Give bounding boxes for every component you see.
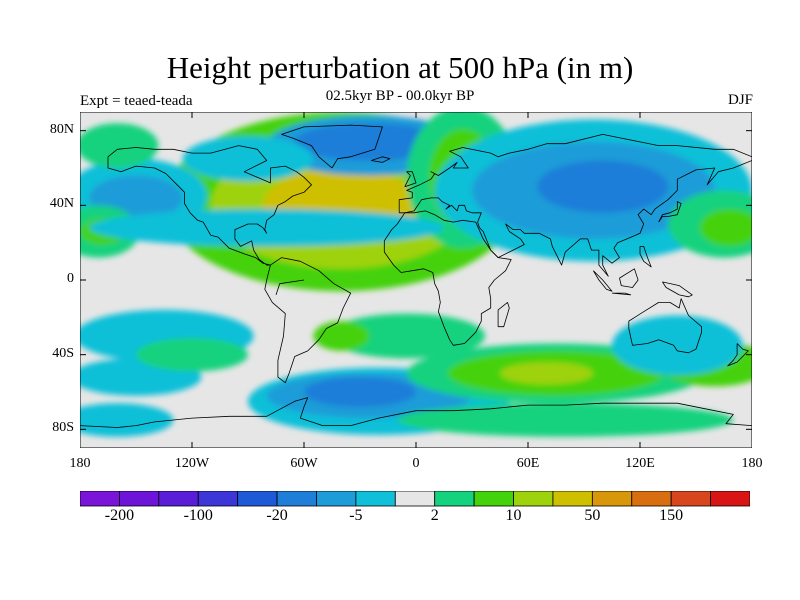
- anomaly-contour-region: [80, 123, 159, 168]
- coastline: [497, 301, 510, 328]
- lon-tick-label: 60E: [516, 456, 540, 471]
- colorbar-label: 50: [584, 507, 601, 524]
- plot-title: Height perturbation at 500 hPa (in m): [166, 50, 634, 85]
- lat-tick-label: 40S: [52, 345, 74, 361]
- colorbar-swatch: [237, 491, 278, 507]
- colorbar-swatch: [710, 491, 750, 507]
- anomaly-contour-region: [313, 321, 370, 351]
- colorbar: [80, 491, 750, 507]
- season-label: DJF: [727, 92, 753, 108]
- colorbar-swatch: [119, 491, 160, 507]
- anomaly-field: [80, 112, 752, 437]
- coastline: [727, 343, 749, 367]
- coastline: [281, 124, 383, 169]
- colorbar-swatch: [394, 491, 436, 507]
- coastline: [662, 281, 693, 298]
- anomaly-contour-region: [304, 377, 416, 407]
- coastline: [628, 298, 702, 354]
- lon-tick-label: 60W: [290, 456, 318, 471]
- colorbar-label: 10: [505, 507, 522, 524]
- coastline: [371, 156, 391, 163]
- colorbar-swatch: [552, 491, 593, 507]
- lat-tick-label: 40N: [49, 196, 74, 212]
- coastline: [107, 145, 312, 266]
- lon-tick-label: 0: [412, 456, 420, 471]
- colorbar-swatch: [158, 491, 199, 507]
- lon-tick-label: 180: [69, 456, 91, 471]
- colorbar-swatch: [276, 491, 317, 507]
- colorbar-swatch: [316, 491, 357, 507]
- colorbar-label: 150: [659, 507, 684, 524]
- lon-tick-label: 120E: [625, 456, 655, 471]
- anomaly-contour-region: [80, 403, 174, 437]
- colorbar-label: -200: [104, 507, 135, 524]
- coastline: [619, 268, 639, 288]
- coastline: [264, 257, 352, 384]
- colorbar-swatch: [355, 491, 396, 507]
- anomaly-contour-region: [397, 403, 734, 437]
- anomaly-contour-region: [612, 315, 743, 376]
- height-perturbation-map: [80, 112, 752, 448]
- anomaly-contour-region: [89, 209, 444, 247]
- colorbar-swatch: [434, 491, 475, 507]
- anomaly-contour-region: [699, 209, 752, 247]
- coastline: [658, 201, 682, 223]
- coastline: [611, 292, 632, 296]
- colorbar-swatch: [670, 491, 711, 507]
- colorbar-swatch: [473, 491, 514, 507]
- coastline: [592, 270, 613, 292]
- colorbar-swatch: [80, 491, 120, 507]
- anomaly-contour-region: [136, 337, 248, 372]
- colorbar-swatch: [513, 491, 554, 507]
- axis-ticks: [80, 112, 752, 448]
- anomaly-contour-region: [328, 313, 486, 359]
- colorbar-label: -100: [183, 507, 213, 524]
- colorbar-label: 2: [430, 507, 439, 524]
- lat-tick-label: 0: [67, 271, 74, 286]
- anomaly-contour-region: [500, 362, 594, 385]
- colorbar-swatch: [631, 491, 672, 507]
- colorbar-swatch: [591, 491, 633, 507]
- coastline: [383, 210, 512, 346]
- colorbar-label: -20: [266, 507, 288, 524]
- coastline: [404, 171, 417, 188]
- lon-tick-label: 180: [741, 456, 763, 471]
- coastline: [80, 397, 752, 428]
- lat-tick-label: 80N: [49, 121, 74, 137]
- anomaly-contour-region: [294, 123, 444, 161]
- colorbar-swatch: [197, 491, 239, 507]
- coastline: [639, 245, 652, 268]
- anomaly-contour-region: [182, 136, 314, 182]
- coastline: [275, 279, 305, 296]
- lat-tick-label: 80S: [52, 420, 74, 436]
- anomaly-contour-region: [537, 160, 668, 213]
- plot-subtitle: 02.5kyr BP - 00.0kyr BP: [325, 88, 475, 104]
- colorbar-label: -5: [349, 507, 363, 524]
- lon-tick-label: 120W: [174, 456, 210, 471]
- coastline: [398, 133, 752, 277]
- experiment-label: Expt = teaed-teada: [80, 93, 193, 109]
- coastlines: [80, 124, 752, 428]
